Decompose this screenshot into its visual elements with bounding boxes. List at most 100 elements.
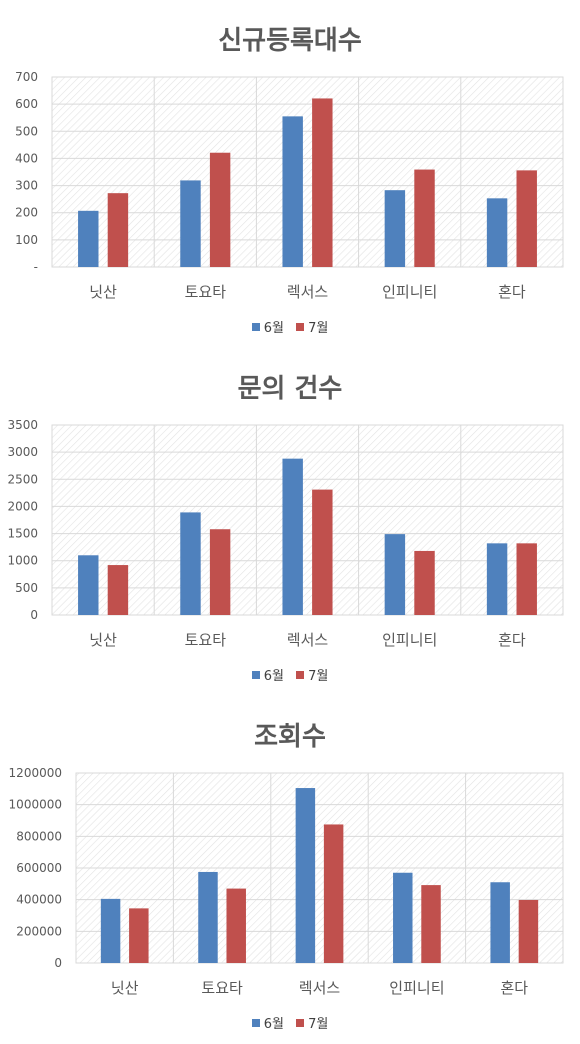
- bar-july-3: [421, 885, 441, 963]
- legend-item-june: 6월: [251, 1013, 284, 1032]
- y-tick-label: -: [34, 260, 38, 274]
- y-tick-label: 400000: [16, 893, 62, 907]
- legend-item-june: 6월: [251, 317, 284, 336]
- bar-june-2: [282, 116, 303, 267]
- bar-july-3: [414, 169, 435, 267]
- legend-swatch-july: [296, 322, 305, 331]
- bar-june-1: [180, 180, 201, 267]
- chart-title: 조회수: [254, 722, 326, 752]
- x-tick-label: 닛산: [89, 631, 117, 649]
- chart-plot: 0 500 1000 1500 2000 2500 3000 3500 닛산 토요타 렉서스 인피니티…: [7, 418, 564, 649]
- y-tick-label: 2500: [7, 472, 38, 486]
- chart-plot: 0 200000 400000 600000 800000 1000000 1200000 닛…: [9, 766, 564, 997]
- y-tick-label: 300: [15, 179, 38, 193]
- bar-june-3: [384, 534, 406, 615]
- x-tick-label: 닛산: [89, 283, 117, 301]
- bar-july-2: [312, 489, 333, 615]
- legend-item-july: 7월: [296, 665, 328, 684]
- chart-views: 조회수 0 200000 400000 600000 800000 1000000 1200…: [0, 696, 580, 1044]
- bar-june-2: [295, 788, 316, 963]
- legend-label-june: 6월: [263, 669, 284, 684]
- y-tick-label: 1000: [7, 554, 38, 568]
- chart-title: 문의 건수: [237, 374, 343, 404]
- chart-new-registrations: 신규등록대수 - 100 200 300 400 500 600 700 닛산 토요타 렉서스 인피니…: [0, 0, 580, 348]
- y-tick-label: 200000: [16, 924, 62, 938]
- legend-swatch-june: [251, 1018, 260, 1027]
- y-tick-label: 100: [15, 233, 38, 247]
- legend-swatch-july: [296, 1018, 305, 1027]
- legend-swatch-june: [251, 670, 260, 679]
- bar-july-4: [518, 899, 539, 963]
- x-tick-label: 혼다: [500, 979, 528, 997]
- bar-june-2: [282, 458, 303, 615]
- x-tick-label: 닛산: [111, 979, 139, 997]
- bar-july-1: [226, 888, 246, 963]
- x-tick-label: 렉서스: [287, 631, 329, 649]
- legend-item-july: 7월: [296, 317, 328, 336]
- legend-item-june: 6월: [251, 665, 284, 684]
- bar-july-4: [516, 170, 537, 267]
- y-tick-label: 1500: [7, 527, 38, 541]
- bar-june-4: [486, 198, 508, 267]
- bar-june-0: [78, 555, 99, 615]
- y-tick-label: 1000000: [9, 798, 62, 812]
- bar-june-0: [78, 210, 99, 267]
- legend-label-july: 7월: [308, 669, 329, 684]
- legend-label-july: 7월: [308, 1017, 329, 1032]
- x-tick-label: 인피니티: [382, 283, 437, 301]
- bar-july-0: [107, 565, 129, 615]
- y-tick-label: 0: [54, 956, 62, 970]
- plot-area: [51, 76, 564, 268]
- x-tick-label: 토요타: [185, 283, 227, 301]
- x-tick-label: 토요타: [201, 979, 243, 997]
- legend-label-june: 6월: [263, 321, 284, 336]
- bar-june-4: [490, 882, 510, 963]
- bar-july-2: [323, 824, 344, 963]
- chart-legend: 6월 7월: [0, 1013, 580, 1032]
- bar-july-0: [129, 908, 149, 963]
- legend-label-june: 6월: [263, 1017, 284, 1032]
- bar-june-4: [486, 543, 508, 615]
- y-tick-label: 500: [15, 124, 38, 138]
- y-tick-label: 0: [30, 608, 38, 622]
- chart-title: 신규등록대수: [218, 26, 362, 56]
- x-tick-label: 인피니티: [389, 979, 444, 997]
- bar-june-1: [180, 512, 201, 615]
- y-tick-label: 500: [15, 581, 38, 595]
- bar-july-1: [209, 529, 231, 615]
- bar-july-1: [209, 152, 231, 267]
- y-tick-label: 600: [15, 97, 38, 111]
- y-tick-label: 600000: [16, 861, 62, 875]
- y-tick-label: 800000: [16, 829, 62, 843]
- plot-area: [51, 424, 564, 616]
- bar-july-3: [414, 550, 435, 615]
- bar-july-4: [516, 543, 537, 615]
- x-tick-label: 토요타: [185, 631, 227, 649]
- bar-june-1: [198, 871, 218, 963]
- x-tick-label: 혼다: [498, 631, 526, 649]
- legend-swatch-june: [251, 322, 260, 331]
- legend-swatch-july: [296, 670, 305, 679]
- x-tick-label: 렉서스: [299, 979, 341, 997]
- y-tick-label: 3000: [7, 445, 38, 459]
- chart-legend: 6월 7월: [0, 317, 580, 336]
- chart-plot: - 100 200 300 400 500 600 700 닛산 토요타 렉서스 인피니티 혼다: [15, 70, 564, 301]
- y-tick-label: 700: [15, 70, 38, 84]
- bar-july-0: [107, 193, 129, 267]
- x-tick-label: 렉서스: [287, 283, 329, 301]
- y-tick-label: 200: [15, 206, 38, 220]
- y-tick-label: 400: [15, 151, 38, 165]
- bar-june-3: [393, 872, 413, 963]
- legend-item-july: 7월: [296, 1013, 328, 1032]
- bar-july-2: [312, 98, 333, 267]
- bar-june-0: [100, 898, 121, 963]
- y-tick-label: 3500: [7, 418, 38, 432]
- chart-legend: 6월 7월: [0, 665, 580, 684]
- chart-inquiries: 문의 건수 0 500 1000 1500 2000 2500 3000 3500 닛산 토요타 렉…: [0, 348, 580, 696]
- x-tick-label: 인피니티: [382, 631, 437, 649]
- bar-june-3: [384, 190, 406, 267]
- x-tick-label: 혼다: [498, 283, 526, 301]
- legend-label-july: 7월: [308, 321, 329, 336]
- y-tick-label: 1200000: [9, 766, 62, 780]
